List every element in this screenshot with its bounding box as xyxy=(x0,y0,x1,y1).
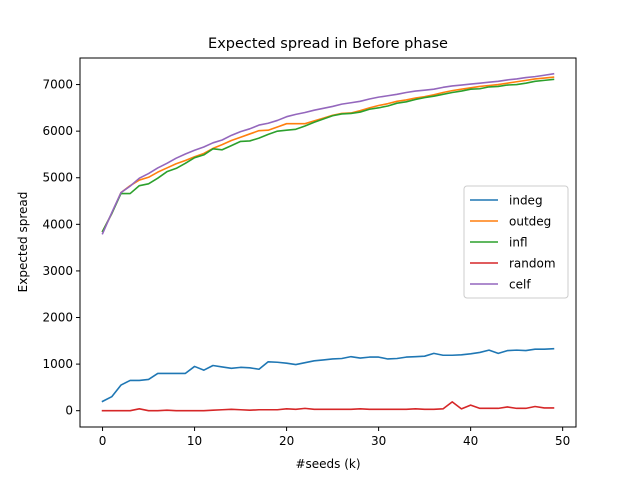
y-tick-label: 4000 xyxy=(42,217,73,231)
x-tick-label: 20 xyxy=(279,434,294,448)
x-axis: 0 10 20 30 40 50 xyxy=(99,427,570,448)
chart-title: Expected spread in Before phase xyxy=(208,36,448,52)
x-tick-label: 0 xyxy=(99,434,107,448)
y-tick-label: 5000 xyxy=(42,171,73,185)
legend-label-indeg: indeg xyxy=(509,194,543,208)
series-line-infl xyxy=(101,78,555,233)
plot-frame xyxy=(79,57,577,428)
series-line-celf xyxy=(101,72,555,235)
y-tick-label: 0 xyxy=(65,404,73,418)
x-tick-label: 10 xyxy=(187,434,202,448)
y-tick-label: 3000 xyxy=(42,264,73,278)
x-tick-label: 30 xyxy=(371,434,386,448)
y-tick-label: 7000 xyxy=(42,78,73,92)
y-tick-label: 6000 xyxy=(42,124,73,138)
x-tick-label: 40 xyxy=(463,434,478,448)
legend: indeg outdeg infl random celf xyxy=(463,185,569,299)
legend-label-outdeg: outdeg xyxy=(509,215,551,229)
y-axis: 0 1000 2000 3000 4000 5000 6000 7000 xyxy=(42,78,80,418)
legend-box xyxy=(463,185,569,299)
series-line-indeg xyxy=(101,347,555,403)
legend-label-random: random xyxy=(509,257,556,271)
x-tick-label: 50 xyxy=(555,434,570,448)
y-tick-label: 1000 xyxy=(42,357,73,371)
series-line-random xyxy=(101,401,555,412)
y-tick-label: 2000 xyxy=(42,311,73,325)
x-axis-label: #seeds (k) xyxy=(295,457,360,471)
legend-label-infl: infl xyxy=(509,236,528,250)
series-layer xyxy=(101,72,555,412)
legend-label-celf: celf xyxy=(509,278,531,292)
y-axis-label: Expected spread xyxy=(16,192,30,293)
